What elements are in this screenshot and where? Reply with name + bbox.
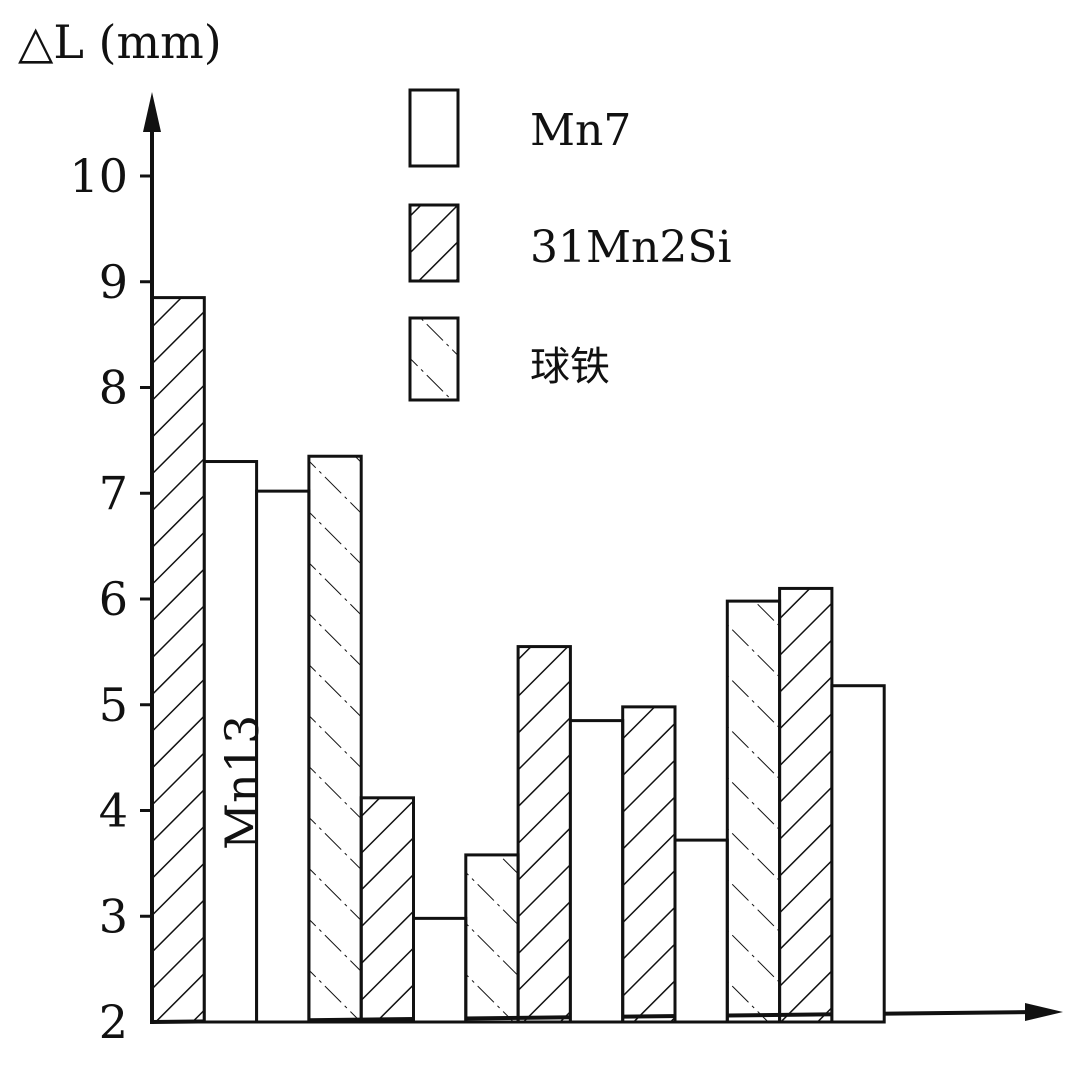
bar <box>568 719 625 1024</box>
y-tick-label: 8 <box>99 361 128 415</box>
mn13-annotation: Mn13 <box>215 715 269 850</box>
y-tick-label: 7 <box>99 466 128 520</box>
y-ticks: 2 3 4 5 6 7 8 9 10 <box>69 149 152 1049</box>
y-tick-label: 10 <box>69 149 128 203</box>
legend: Mn7 31Mn2Si 球铁 <box>408 88 732 402</box>
bar <box>621 705 677 1024</box>
bar <box>464 853 520 1024</box>
y-axis-label: △L (mm) <box>18 15 222 69</box>
y-tick-label: 4 <box>99 784 128 838</box>
y-tick-label: 2 <box>99 995 128 1049</box>
bar <box>673 838 729 1024</box>
bar <box>778 586 834 1024</box>
bars <box>150 296 886 1024</box>
bar <box>255 489 311 1024</box>
bar <box>359 796 416 1024</box>
bar <box>725 599 782 1024</box>
bar <box>307 454 363 1024</box>
y-axis-arrow <box>143 92 161 132</box>
y-tick-label: 3 <box>99 889 128 943</box>
bar <box>202 460 259 1024</box>
bar <box>830 684 886 1024</box>
bar <box>150 296 206 1024</box>
legend-label-31mn2si: 31Mn2Si <box>530 222 732 273</box>
y-tick-label: 6 <box>99 572 128 626</box>
bar <box>516 645 572 1024</box>
legend-label-mn7: Mn7 <box>530 105 631 156</box>
legend-swatch-mn7 <box>408 88 460 168</box>
x-axis-arrow <box>1025 1003 1063 1021</box>
bar <box>412 916 468 1024</box>
legend-swatch-qiutie <box>408 316 460 402</box>
legend-swatch-31mn2si <box>408 203 460 283</box>
legend-label-qiutie: 球铁 <box>530 344 610 390</box>
y-tick-label: 5 <box>99 678 128 732</box>
y-tick-label: 9 <box>99 255 128 309</box>
